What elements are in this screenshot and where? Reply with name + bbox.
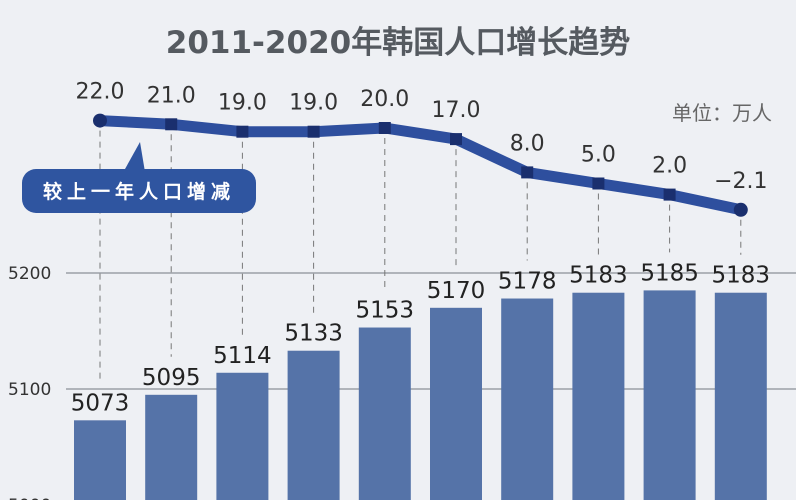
bar	[714, 292, 767, 500]
line-marker	[521, 166, 534, 179]
line-value-label: 22.0	[76, 80, 125, 105]
line-marker	[93, 113, 107, 128]
chart-title: 2011-2020年韩国人口增长趋势	[166, 25, 630, 61]
bar	[643, 290, 696, 500]
bar-value-label: 5183	[712, 263, 771, 289]
bar-value-label: 5073	[71, 390, 130, 416]
line-value-label: 17.0	[432, 98, 481, 123]
line-marker	[307, 125, 320, 138]
bar	[501, 298, 554, 500]
bar	[145, 394, 198, 500]
bar-value-label: 5114	[213, 343, 272, 369]
bar	[572, 292, 625, 500]
line-marker	[663, 188, 676, 201]
y-tick-label: 5100	[8, 380, 51, 400]
line-marker	[733, 202, 748, 217]
line-value-label: 8.0	[510, 131, 545, 156]
line-value-label: 2.0	[652, 154, 687, 179]
unit-label: 单位：万人	[672, 101, 772, 125]
bar-value-label: 5178	[498, 269, 557, 295]
series-label: 较上一年人口增减	[43, 180, 235, 203]
bar-value-label: 5183	[569, 263, 628, 289]
y-tick-label: 5000	[8, 496, 51, 500]
line-value-label: 19.0	[218, 91, 267, 116]
bar	[358, 327, 411, 500]
line-marker	[592, 177, 605, 190]
line-series	[94, 115, 747, 216]
line-value-label: 20.0	[360, 87, 409, 112]
bar	[74, 420, 126, 500]
bar-value-label: 5133	[284, 321, 343, 347]
line-marker	[378, 122, 391, 134]
bar-value-label: 5095	[142, 365, 201, 391]
y-tick-label: 5200	[8, 264, 51, 284]
legend-callout: 较上一年人口增减	[22, 142, 256, 213]
line-value-label: 5.0	[581, 143, 616, 168]
bar	[216, 372, 269, 500]
bar-value-label: 5153	[356, 298, 415, 324]
line-marker	[450, 133, 462, 146]
line-marker	[236, 125, 249, 138]
line-marker	[165, 118, 178, 131]
bar-value-label: 5170	[427, 278, 486, 304]
bar-value-label: 5185	[640, 260, 699, 286]
line-value-label: 21.0	[147, 83, 196, 108]
callout-box	[22, 169, 256, 213]
line-value-label: −2.1	[714, 169, 767, 194]
bar	[287, 350, 340, 500]
line-value-label: 19.0	[289, 91, 338, 116]
bar	[430, 307, 482, 500]
